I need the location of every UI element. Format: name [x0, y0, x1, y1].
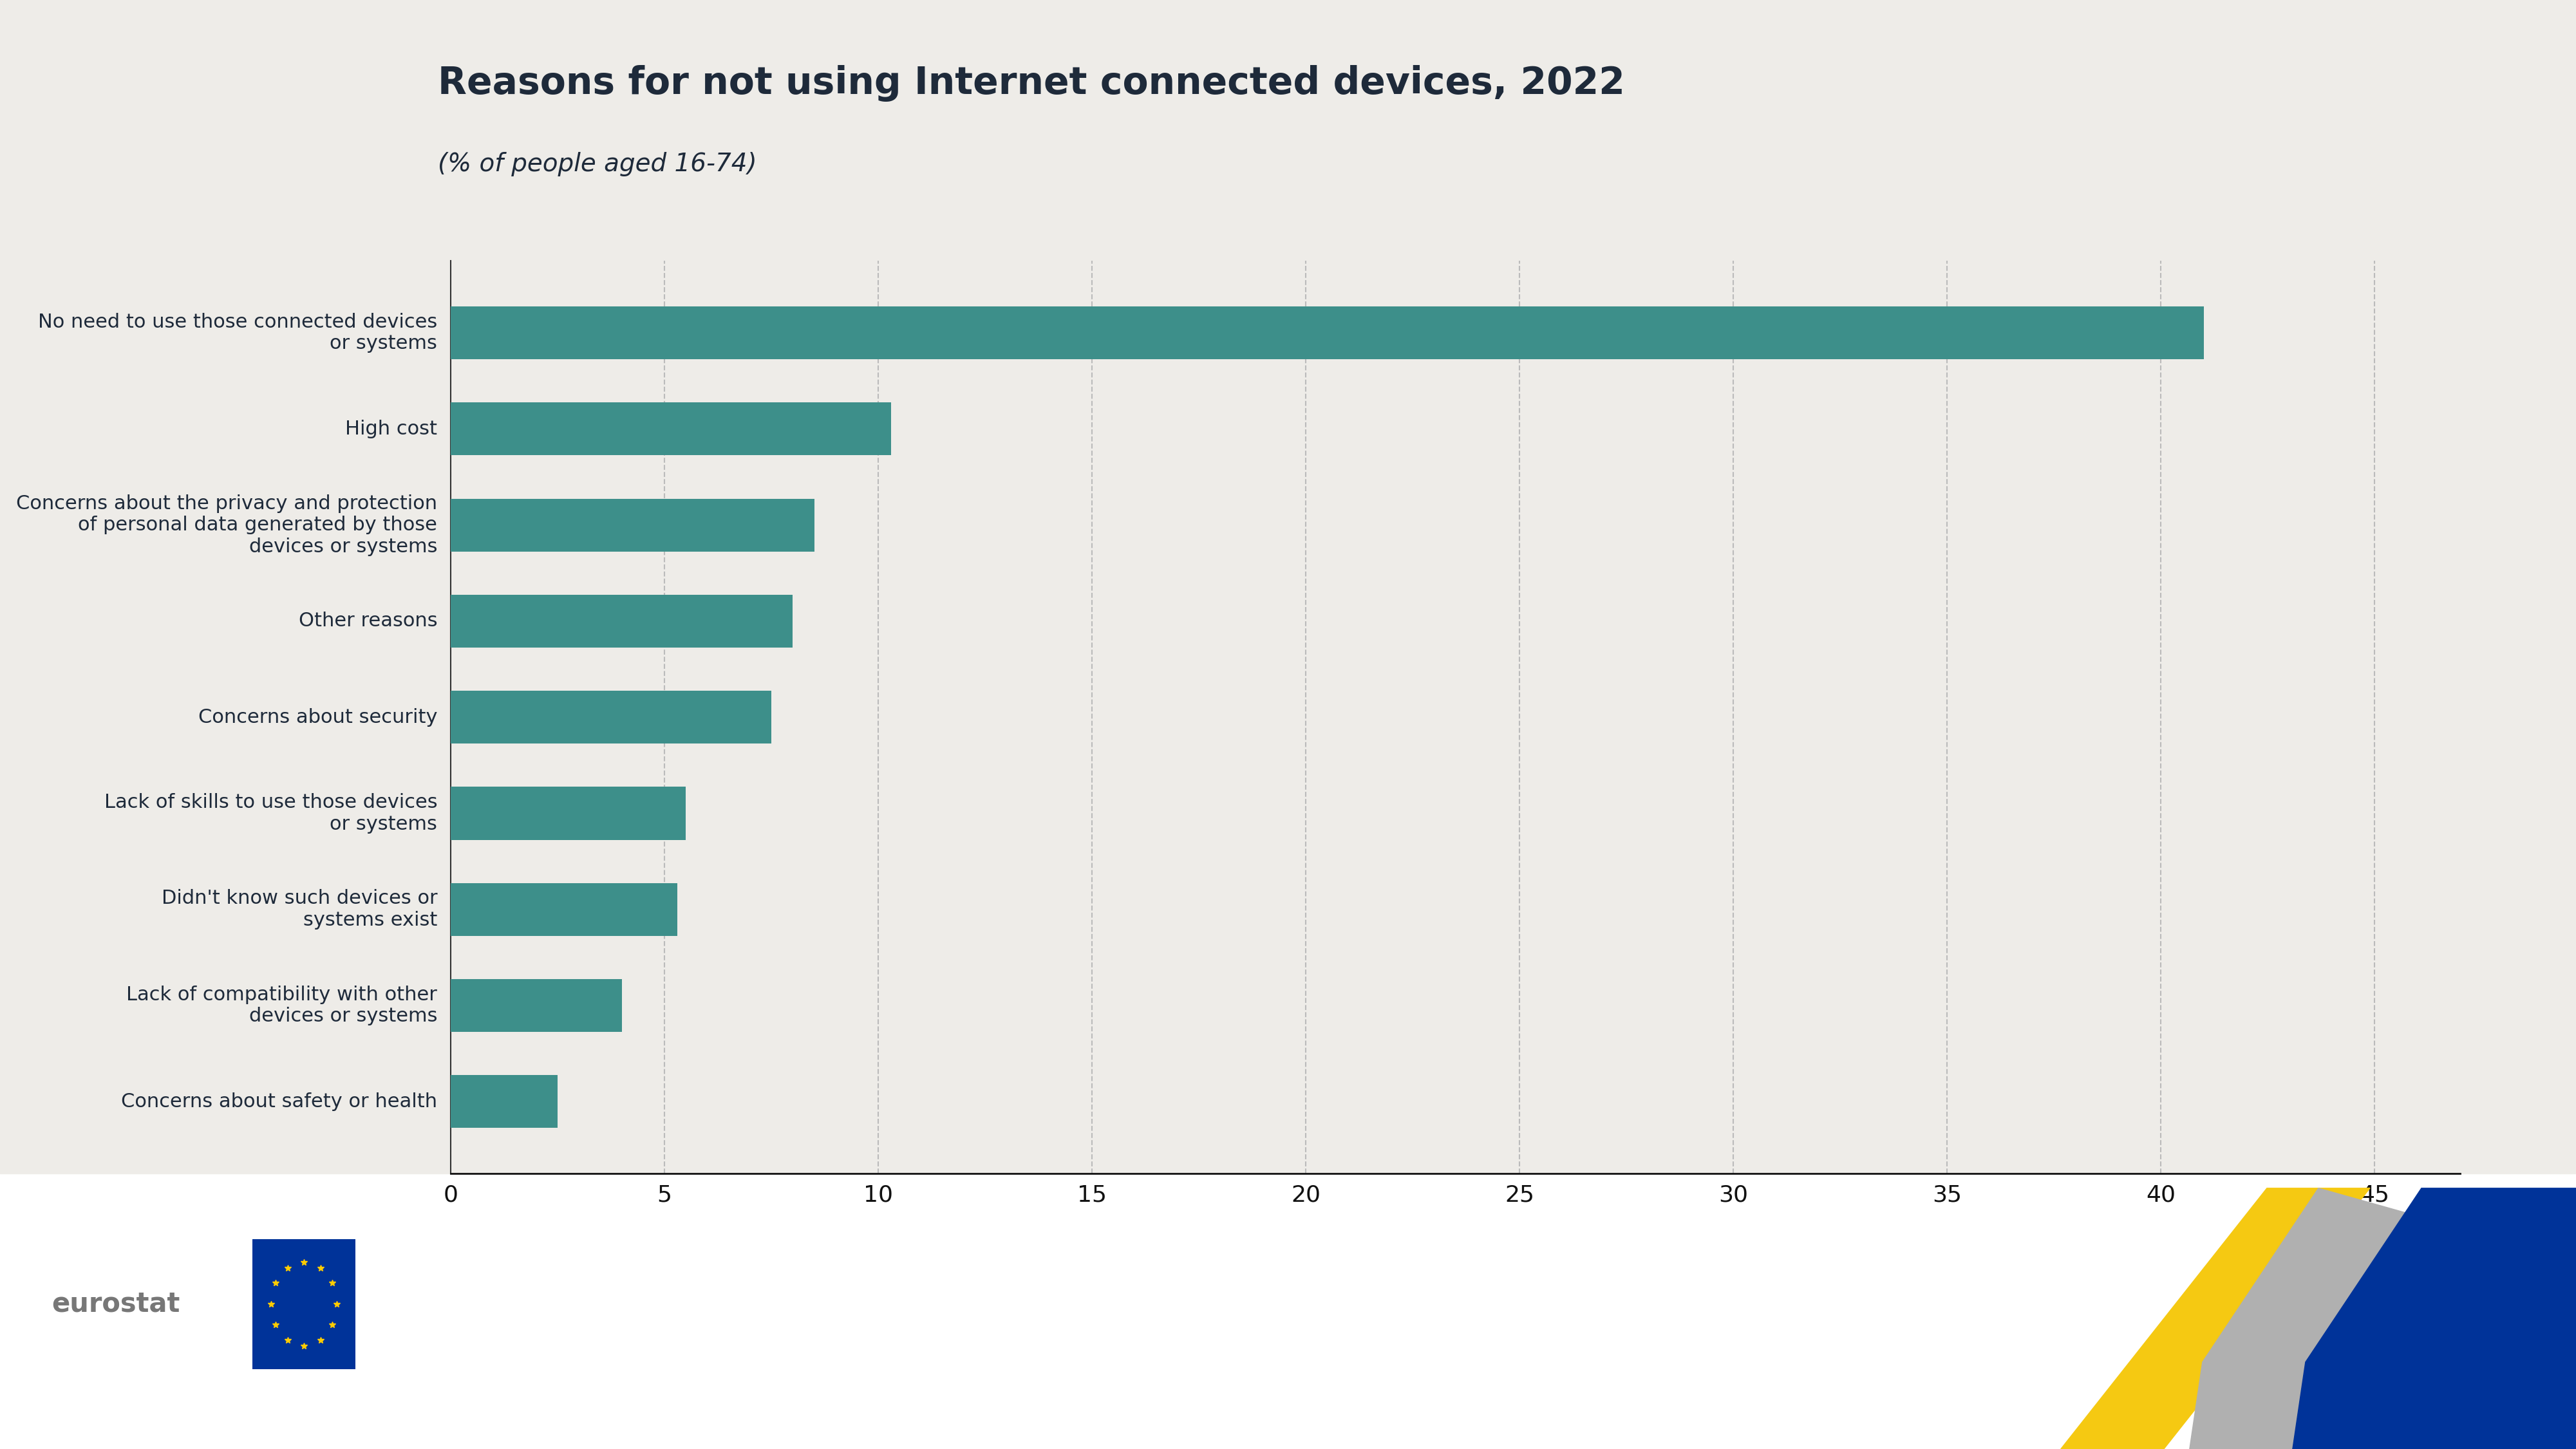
Text: eurostat: eurostat	[52, 1291, 180, 1317]
Bar	[451, 691, 770, 743]
Bar	[451, 980, 621, 1032]
Text: (% of people aged 16-74): (% of people aged 16-74)	[438, 152, 757, 177]
Polygon shape	[2293, 1188, 2576, 1449]
Bar	[451, 307, 2202, 359]
Polygon shape	[2061, 1188, 2370, 1449]
Bar	[451, 498, 814, 552]
Text: Reasons for not using Internet connected devices, 2022: Reasons for not using Internet connected…	[438, 65, 1625, 101]
Bar	[451, 787, 685, 840]
Polygon shape	[2190, 1188, 2421, 1449]
Bar	[451, 403, 891, 455]
Bar	[451, 882, 677, 936]
Bar	[451, 594, 793, 648]
Bar	[451, 1075, 556, 1129]
